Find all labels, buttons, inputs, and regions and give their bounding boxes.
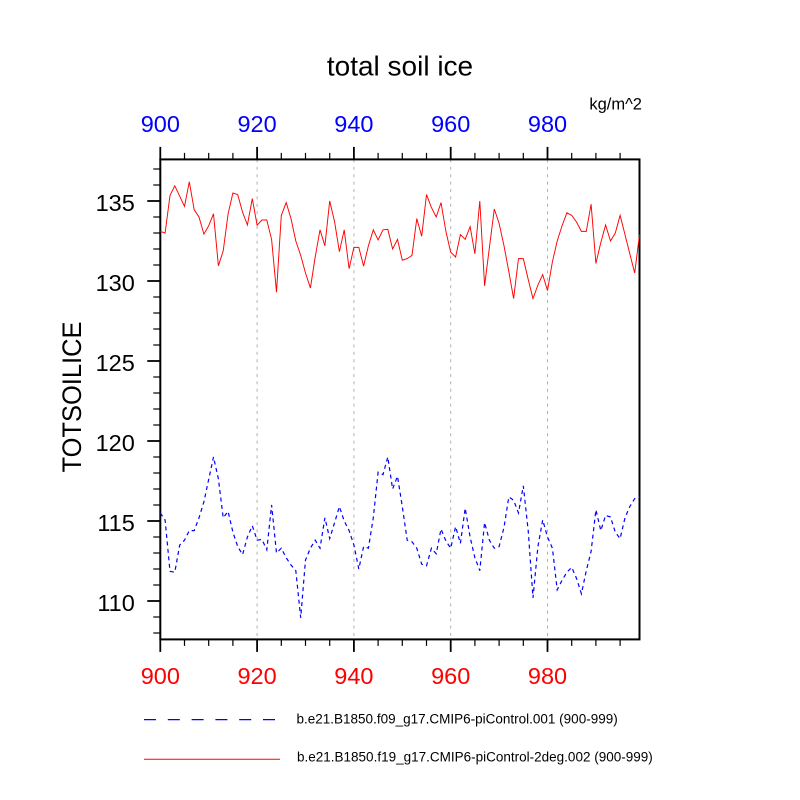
svg-text:115: 115: [97, 510, 134, 536]
svg-text:960: 960: [431, 111, 470, 137]
svg-text:110: 110: [97, 590, 134, 616]
svg-text:kg/m^2: kg/m^2: [589, 96, 642, 114]
svg-text:920: 920: [237, 111, 276, 137]
svg-text:900: 900: [141, 111, 180, 137]
svg-text:120: 120: [96, 430, 135, 456]
svg-text:900: 900: [141, 663, 180, 689]
svg-text:total soil ice: total soil ice: [327, 51, 473, 82]
svg-text:b.e21.B1850.f19_g17.CMIP6-piCo: b.e21.B1850.f19_g17.CMIP6-piControl-2deg…: [297, 749, 653, 764]
svg-text:940: 940: [334, 663, 373, 689]
svg-text:980: 980: [528, 111, 567, 137]
svg-text:940: 940: [334, 111, 373, 137]
svg-text:TOTSOILICE: TOTSOILICE: [57, 322, 87, 473]
svg-text:b.e21.B1850.f09_g17.CMIP6-piCo: b.e21.B1850.f09_g17.CMIP6-piControl.001 …: [297, 712, 618, 727]
svg-text:920: 920: [237, 663, 276, 689]
svg-text:960: 960: [431, 663, 470, 689]
svg-text:125: 125: [96, 350, 135, 376]
svg-text:135: 135: [96, 190, 135, 216]
svg-text:980: 980: [528, 663, 567, 689]
svg-text:130: 130: [96, 270, 135, 296]
